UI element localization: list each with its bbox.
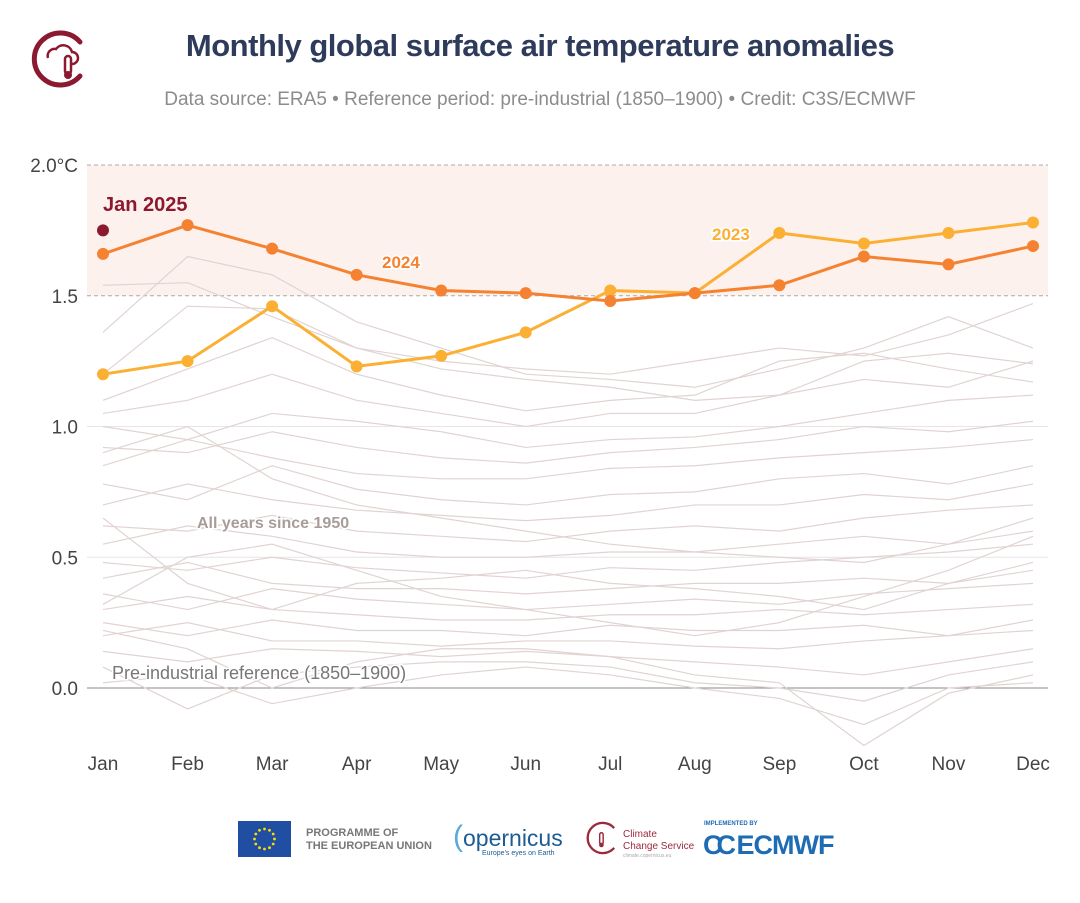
data-point-2024 [942, 258, 955, 271]
c3s-logo-icon [31, 30, 83, 88]
background-year-line [102, 282, 1034, 401]
c3s-url: climate.copernicus.eu [623, 853, 672, 859]
chart-title: Monthly global surface air temperature a… [185, 28, 895, 63]
data-point-2023 [181, 355, 194, 368]
background-year-line [102, 483, 1034, 522]
eu-flag-icon [238, 821, 291, 857]
data-point-2024 [519, 287, 532, 300]
background-year-line [102, 504, 1034, 543]
data-point-2024 [181, 219, 194, 232]
data-point-2023 [97, 368, 109, 381]
data-point-2023 [857, 237, 870, 250]
chart-subtitle: Data source: ERA5 • Reference period: pr… [164, 89, 916, 110]
x-tick-label: May [423, 754, 459, 775]
background-year-line [102, 394, 1034, 449]
x-tick-label: Dec [1016, 754, 1050, 775]
background-year-line [102, 535, 1034, 637]
y-tick-label: 2.0°C [30, 156, 78, 177]
data-point-2023 [266, 300, 279, 313]
background-year-line [102, 666, 1034, 726]
threshold-band [87, 165, 1048, 296]
data-point-jan-2025 [97, 224, 109, 237]
x-tick-label: Jun [510, 754, 541, 775]
series-label-2024: 2024 [382, 253, 420, 272]
x-tick-label: Sep [762, 754, 796, 775]
x-tick-label: Feb [171, 754, 204, 775]
x-tick-label: Aug [678, 754, 712, 775]
footer-logos: PROGRAMME OF THE EUROPEAN UNION (opernicu… [0, 818, 1080, 862]
x-tick-label: Apr [342, 754, 372, 775]
background-year-line [102, 465, 1034, 506]
x-tick-label: Mar [256, 754, 289, 775]
series-line-2023 [102, 221, 1034, 376]
background-series-label: All years since 1950 [197, 515, 349, 532]
background-year-line [102, 543, 1034, 579]
data-point-2023 [773, 226, 786, 239]
background-year-line [102, 561, 1034, 595]
background-year-line [102, 360, 1034, 428]
background-year-line [102, 420, 1034, 464]
data-point-2024 [97, 247, 109, 260]
data-point-2024 [350, 268, 363, 281]
reference-annotation: Pre-industrial reference (1850–1900) [112, 663, 406, 683]
data-point-2023 [942, 226, 955, 239]
x-tick-label: Nov [932, 754, 966, 775]
data-point-2024 [266, 242, 279, 255]
background-year-line [102, 661, 1034, 710]
data-point-2024 [435, 284, 448, 297]
background-year-line [102, 619, 1034, 637]
background-year-line [102, 622, 1034, 650]
background-year-line [102, 438, 1034, 480]
y-tick-label: 0.5 [52, 548, 78, 569]
x-tick-label: Oct [849, 754, 879, 775]
data-point-2024 [688, 287, 701, 300]
data-point-2023 [1027, 216, 1039, 229]
data-point-2024 [773, 279, 786, 292]
background-year-line [102, 648, 1034, 676]
eu-programme-text: PROGRAMME OF THE EUROPEAN UNION [306, 827, 432, 852]
x-tick-label: Jan [88, 754, 119, 775]
data-point-2023 [435, 349, 448, 362]
background-year-line [102, 595, 1034, 621]
background-year-line [102, 336, 1034, 412]
data-point-2024 [604, 294, 617, 307]
c3s-text: Climate Change Service [623, 829, 695, 852]
background-year-line [102, 303, 1034, 375]
x-tick-label: Jul [598, 754, 622, 775]
implemented-by: IMPLEMENTED BY [704, 821, 758, 827]
background-year-line [102, 629, 1034, 747]
series-label-2023: 2023 [712, 225, 750, 244]
copernicus-logo: (opernicus [453, 820, 563, 853]
background-year-line [102, 425, 1034, 564]
y-tick-label: 0.0 [52, 679, 78, 700]
ecmwf-logo: CC ECMWF [703, 830, 834, 860]
background-year-line [102, 517, 1034, 611]
jan-2025-label: Jan 2025 [103, 194, 188, 216]
data-point-2024 [857, 250, 870, 263]
background-year-line [102, 525, 1034, 558]
chart: 0.0 0.5 1.0 1.5 2.0°C Jan Feb Mar Apr May Jun Jul Au… [30, 156, 1050, 775]
data-point-2023 [604, 284, 617, 297]
copernicus-tagline: Europe's eyes on Earth [482, 850, 555, 857]
data-point-2024 [1027, 240, 1039, 253]
climate-change-service-icon [586, 821, 616, 855]
background-year-line [102, 582, 1034, 611]
series-line-2024 [102, 223, 1034, 303]
data-point-2023 [350, 360, 363, 373]
background-year-line [102, 255, 1034, 388]
y-tick-label: 1.5 [52, 287, 78, 308]
data-point-2023 [519, 326, 532, 339]
y-tick-label: 1.0 [52, 418, 78, 439]
